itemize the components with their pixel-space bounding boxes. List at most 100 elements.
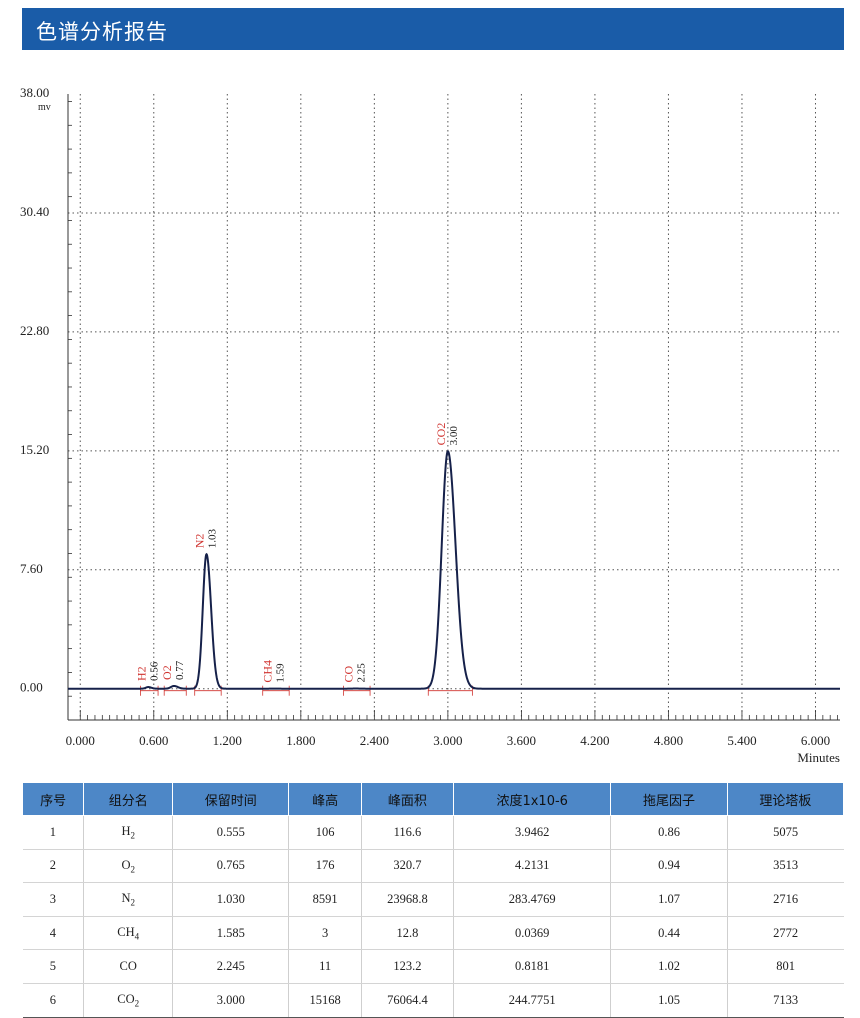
cell-retention-time: 2.245 xyxy=(172,949,290,984)
cell-index: 3 xyxy=(22,882,85,917)
cell-component: N2 xyxy=(83,882,174,917)
component-formula: N xyxy=(121,891,131,906)
table-header-row: 序号 组分名 保留时间 峰高 峰面积 浓度1x10-6 拖尾因子 理论塔板 xyxy=(21,782,845,816)
cell-peak-area: 116.6 xyxy=(360,815,455,850)
peak-time-label: 0.77 xyxy=(174,660,186,680)
cell-component: CO xyxy=(83,949,174,984)
col-header-plates: 理论塔板 xyxy=(726,782,845,816)
cell-peak-height: 15168 xyxy=(288,983,362,1018)
peak-time-label: 1.59 xyxy=(274,663,286,683)
peak-name-label: CH4 xyxy=(260,660,274,683)
cell-component: H2 xyxy=(83,815,174,850)
y-tick-label: 22.80 xyxy=(20,323,49,338)
y-unit-label: mv xyxy=(38,102,51,113)
x-tick-label: 1.200 xyxy=(213,733,242,748)
cell-concentration: 283.4769 xyxy=(452,882,612,917)
cell-plates: 801 xyxy=(726,949,844,984)
col-header-peak-area: 峰面积 xyxy=(360,782,455,816)
x-tick-label: 6.000 xyxy=(801,733,830,748)
cell-concentration: 3.9462 xyxy=(452,815,612,850)
peak-time-label: 0.56 xyxy=(148,661,160,681)
cell-component: CO2 xyxy=(83,983,174,1018)
cell-component: CH4 xyxy=(83,916,174,951)
table-body: 1 H2 0.555 106 116.6 3.9462 0.86 5075 2 O2 0.765 17… xyxy=(22,815,844,1018)
report-title: 色谱分析报告 xyxy=(36,20,168,44)
cell-component: O2 xyxy=(83,849,174,884)
col-header-retention-time: 保留时间 xyxy=(172,782,290,816)
cell-peak-area: 123.2 xyxy=(360,949,455,984)
col-header-concentration: 浓度1x10-6 xyxy=(452,782,612,816)
x-tick-label: 0.600 xyxy=(139,733,168,748)
cell-index: 5 xyxy=(22,949,85,984)
cell-retention-time: 0.765 xyxy=(172,849,290,884)
component-formula: O xyxy=(121,857,131,872)
cell-index: 2 xyxy=(22,849,85,884)
cell-peak-height: 176 xyxy=(288,849,362,884)
peak-time-label: 3.00 xyxy=(448,426,460,446)
y-tick-label: 15.20 xyxy=(20,442,49,457)
cell-plates: 2716 xyxy=(726,882,844,917)
cell-peak-height: 8591 xyxy=(288,882,362,917)
chromatogram-trace xyxy=(68,450,840,690)
peak-name-label: H2 xyxy=(134,666,148,681)
cell-retention-time: 1.030 xyxy=(172,882,290,917)
cell-peak-height: 11 xyxy=(288,949,362,984)
x-tick-label: 3.600 xyxy=(507,733,536,748)
col-header-index: 序号 xyxy=(21,782,85,816)
peak-name-label: N2 xyxy=(192,534,206,549)
x-tick-label: 5.400 xyxy=(727,733,756,748)
peak-time-label: 1.03 xyxy=(206,529,218,549)
x-tick-label: 1.800 xyxy=(286,733,315,748)
x-tick-label: 4.200 xyxy=(580,733,609,748)
cell-index: 1 xyxy=(22,815,85,850)
cell-index: 4 xyxy=(22,916,85,951)
cell-peak-area: 76064.4 xyxy=(360,983,455,1018)
peak-name-label: CO xyxy=(341,666,355,683)
report-header: 色谱分析报告 xyxy=(22,8,844,50)
peak-name-label: CO2 xyxy=(434,423,448,446)
component-formula: CO xyxy=(117,992,135,1007)
y-tick-label: 30.40 xyxy=(20,204,49,219)
component-subscript: 2 xyxy=(134,998,140,1009)
component-subscript: 2 xyxy=(130,864,135,875)
component-subscript: 2 xyxy=(130,897,135,908)
component-subscript: 2 xyxy=(130,830,135,841)
cell-plates: 3513 xyxy=(726,849,844,884)
cell-retention-time: 0.555 xyxy=(172,815,290,850)
cell-retention-time: 3.000 xyxy=(172,983,290,1018)
component-subscript: 4 xyxy=(134,931,140,942)
cell-peak-height: 106 xyxy=(288,815,362,850)
chromatogram-chart: 38.00 30.40 22.80 15.20 7.60 0.00 mv 0.000 0.600… xyxy=(20,85,840,765)
peak-time-label: 2.25 xyxy=(355,663,367,683)
cell-tailing: 1.07 xyxy=(610,882,728,917)
cell-retention-time: 1.585 xyxy=(172,916,290,951)
col-header-tailing: 拖尾因子 xyxy=(610,782,728,816)
y-tick-label: 38.00 xyxy=(20,85,49,100)
table-row: 2 O2 0.765 176 320.7 4.2131 0.94 3513 xyxy=(22,849,844,884)
y-tick-label: 0.00 xyxy=(20,680,43,695)
component-formula: CH xyxy=(117,924,135,939)
cell-plates: 7133 xyxy=(726,983,844,1018)
x-tick-label: 4.800 xyxy=(654,733,683,748)
x-tick-label: 2.400 xyxy=(360,733,389,748)
cell-tailing: 0.94 xyxy=(610,849,728,884)
peak-name-label: O2 xyxy=(160,665,174,680)
cell-tailing: 1.05 xyxy=(610,983,728,1018)
cell-concentration: 244.7751 xyxy=(452,983,612,1018)
cell-tailing: 1.02 xyxy=(610,949,728,984)
cell-peak-area: 12.8 xyxy=(360,916,455,951)
cell-concentration: 0.8181 xyxy=(452,949,612,984)
table-row: 4 CH4 1.585 3 12.8 0.0369 0.44 2772 xyxy=(22,916,844,951)
cell-concentration: 0.0369 xyxy=(452,916,612,951)
x-tick-label: 3.000 xyxy=(433,733,462,748)
x-unit-label: Minutes xyxy=(797,750,840,765)
cell-tailing: 0.44 xyxy=(610,916,728,951)
cell-tailing: 0.86 xyxy=(610,815,728,850)
cell-plates: 5075 xyxy=(726,815,844,850)
table-row: 3 N2 1.030 8591 23968.8 283.4769 1.07 2716 xyxy=(22,882,844,917)
col-header-component: 组分名 xyxy=(83,782,174,816)
cell-plates: 2772 xyxy=(726,916,844,951)
table-row: 1 H2 0.555 106 116.6 3.9462 0.86 5075 xyxy=(22,815,844,850)
y-tick-label: 7.60 xyxy=(20,561,43,576)
